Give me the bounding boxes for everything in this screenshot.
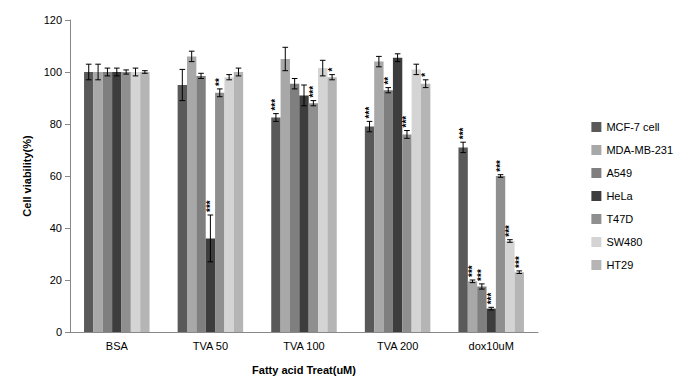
svg-text:***: ***: [205, 200, 216, 212]
svg-text:***: ***: [486, 293, 497, 305]
svg-text:120: 120: [44, 14, 62, 26]
svg-text:BSA: BSA: [106, 340, 129, 352]
svg-text:MDA-MB-231: MDA-MB-231: [606, 144, 673, 156]
svg-text:***: ***: [308, 86, 319, 98]
svg-text:0: 0: [56, 326, 62, 338]
svg-text:dox10uM: dox10uM: [469, 340, 514, 352]
svg-text:***: ***: [476, 269, 487, 281]
svg-text:80: 80: [50, 118, 62, 130]
svg-text:**: **: [383, 77, 394, 85]
svg-text:Cell viability(%): Cell viability(%): [21, 135, 33, 217]
svg-text:***: ***: [401, 116, 412, 128]
svg-text:60: 60: [50, 170, 62, 182]
svg-text:**: **: [214, 78, 225, 86]
svg-text:100: 100: [44, 66, 62, 78]
svg-text:SW480: SW480: [606, 236, 642, 248]
svg-text:HT29: HT29: [606, 259, 633, 271]
svg-text:TVA 50: TVA 50: [193, 340, 228, 352]
svg-text:A549: A549: [606, 167, 632, 179]
svg-text:*: *: [420, 73, 431, 77]
svg-text:40: 40: [50, 222, 62, 234]
svg-text:***: ***: [504, 225, 515, 237]
svg-text:***: ***: [514, 256, 525, 268]
svg-text:***: ***: [495, 160, 506, 172]
svg-text:HeLa: HeLa: [606, 190, 633, 202]
svg-text:***: ***: [458, 127, 469, 139]
svg-text:***: ***: [364, 107, 375, 119]
svg-text:TVA 200: TVA 200: [377, 340, 418, 352]
svg-text:TVA 100: TVA 100: [283, 340, 324, 352]
svg-text:Fatty acid Treat(uM): Fatty acid Treat(uM): [252, 364, 356, 376]
svg-text:T47D: T47D: [606, 213, 633, 225]
svg-text:20: 20: [50, 274, 62, 286]
svg-text:***: ***: [270, 99, 281, 111]
svg-text:MCF-7 cell: MCF-7 cell: [606, 121, 659, 133]
svg-text:*: *: [327, 68, 338, 72]
